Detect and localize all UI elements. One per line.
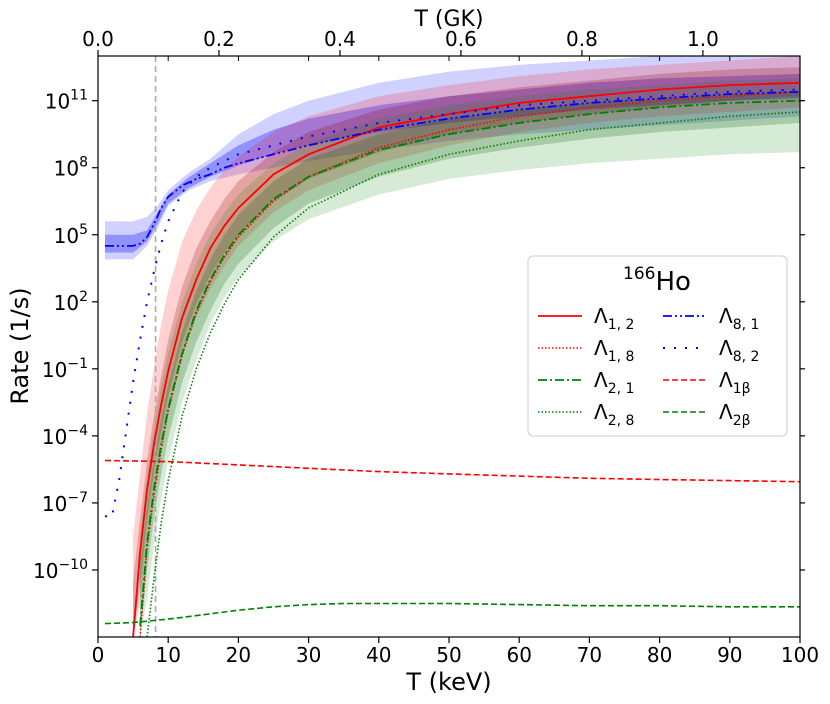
top-tick-label: 0.4 — [324, 27, 356, 51]
y-tick-label: 1011 — [45, 88, 88, 114]
y-tick-label: 10−1 — [42, 356, 88, 382]
top-tick-label: 0.8 — [566, 27, 598, 51]
y-tick-label: 10−4 — [42, 423, 88, 449]
series-line-7 — [104, 602, 800, 625]
top-tick-label: 0.0 — [82, 27, 114, 51]
band-lambda-8 — [105, 56, 800, 260]
legend-label: Λ8, 1 — [719, 304, 759, 333]
x-tick-label: 20 — [226, 643, 251, 667]
legend-label: Λ1, 2 — [594, 304, 634, 333]
top-axis-ticks: 0.0 0.2 0.4 0.6 0.8 1.0 — [82, 27, 719, 56]
series-line-6 — [104, 459, 800, 483]
legend-entries: Λ1, 2 Λ1, 8 Λ2, 1 Λ2, 8 Λ8, 1 Λ8, 2 Λ1β Λ2β — [538, 304, 759, 429]
y-tick-label: 102 — [54, 289, 88, 315]
series-lines — [104, 81, 800, 637]
legend-title: 166Ho — [623, 264, 691, 297]
y-axis-ticks: 10−10 10−7 10−4 10−1 102 105 108 1011 — [33, 88, 805, 583]
top-axis-label: T (GK) — [413, 7, 483, 32]
y-tick-label: 10−10 — [33, 557, 88, 583]
legend-label: Λ8, 2 — [719, 336, 759, 365]
y-tick-label: 108 — [54, 155, 88, 181]
top-tick-label: 0.6 — [445, 27, 477, 51]
legend-label: Λ1, 8 — [594, 336, 634, 365]
legend-box — [527, 255, 788, 437]
legend-title-mass: 166 — [623, 264, 655, 284]
y-tick-label: 105 — [54, 222, 88, 248]
y-axis-label: Rate (1/s) — [6, 287, 34, 404]
legend-label: Λ2, 1 — [594, 368, 634, 397]
legend-label: Λ2, 8 — [594, 400, 634, 429]
legend-title-element: Ho — [655, 267, 690, 297]
series-line-4 — [105, 90, 800, 247]
series-line-3 — [146, 111, 800, 637]
x-axis-ticks: 0 10 20 30 40 50 60 70 80 90 100 — [92, 56, 819, 667]
x-tick-label: 10 — [155, 643, 180, 667]
x-tick-label: 80 — [647, 643, 672, 667]
legend: 166Ho Λ1, 2Λ1, 8Λ2, 1Λ2, 8Λ8, 1Λ8, 2Λ1βΛ… — [527, 255, 788, 437]
x-tick-label: 90 — [717, 643, 742, 667]
y-tick-label: 10−7 — [42, 490, 88, 516]
series-line-2 — [139, 99, 800, 626]
series-line-5 — [105, 88, 800, 518]
uncertainty-bands — [105, 56, 800, 637]
x-tick-label: 30 — [296, 643, 321, 667]
x-tick-label: 0 — [92, 643, 105, 667]
legend-label: Λ2β — [719, 400, 751, 429]
top-tick-label: 0.2 — [203, 27, 235, 51]
legend-label: Λ1β — [719, 368, 751, 397]
x-axis-label: T (keV) — [405, 668, 491, 696]
x-tick-label: 100 — [781, 643, 819, 667]
band-lambda-2 — [140, 78, 800, 637]
x-tick-label: 60 — [506, 643, 531, 667]
x-tick-label: 40 — [366, 643, 391, 667]
series-line-1 — [139, 91, 800, 637]
series-line-0 — [132, 81, 800, 637]
band-lambda-8-inner — [105, 73, 800, 253]
x-tick-label: 70 — [577, 643, 602, 667]
top-tick-label: 1.0 — [687, 27, 719, 51]
x-tick-label: 50 — [436, 643, 461, 667]
